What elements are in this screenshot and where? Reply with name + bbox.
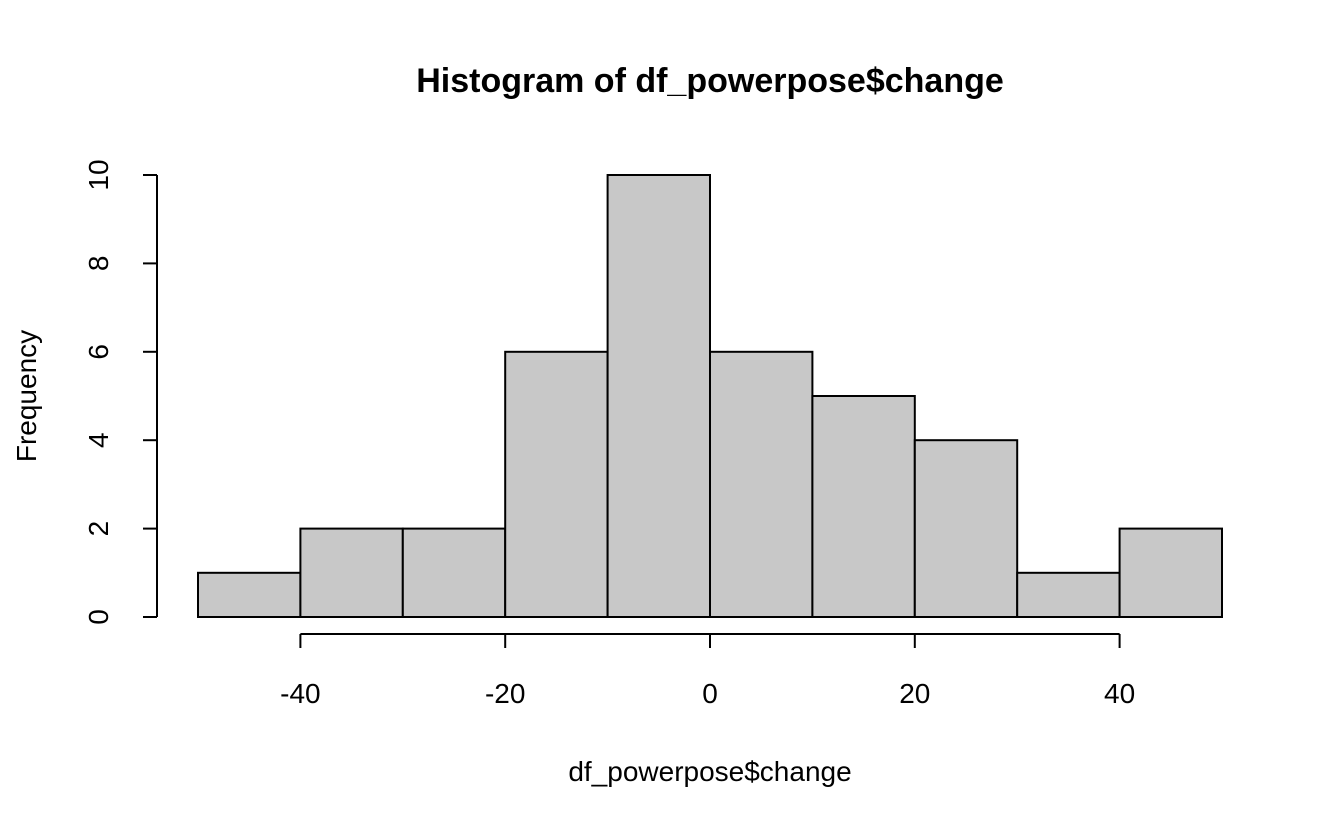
bars-group bbox=[197, 174, 1223, 619]
x-axis: -40 -20 0 20 40 bbox=[280, 633, 1135, 709]
x-tick-label: 0 bbox=[702, 678, 718, 709]
histogram-bar bbox=[299, 527, 404, 618]
x-axis-label: df_powerpose$change bbox=[568, 756, 851, 787]
x-tick-label: 40 bbox=[1104, 678, 1135, 709]
histogram-bar bbox=[1016, 571, 1121, 618]
x-tick-label: -40 bbox=[280, 678, 320, 709]
histogram-bar bbox=[197, 571, 302, 618]
y-axis: 0 2 4 6 8 10 bbox=[83, 159, 158, 625]
x-tick-label: 20 bbox=[899, 678, 930, 709]
histogram-bar bbox=[913, 439, 1019, 619]
chart-title: Histogram of df_powerpose$change bbox=[416, 62, 1004, 100]
histogram-bar bbox=[504, 350, 609, 618]
y-axis-label: Frequency bbox=[11, 330, 42, 462]
y-tick-label: 10 bbox=[83, 159, 114, 190]
x-tick-label: -20 bbox=[485, 678, 525, 709]
y-tick-label: 2 bbox=[83, 521, 114, 537]
histogram-bar bbox=[606, 174, 711, 618]
y-tick-label: 0 bbox=[83, 609, 114, 625]
histogram-bar bbox=[709, 350, 814, 618]
y-tick-label: 6 bbox=[83, 344, 114, 360]
y-tick-label: 4 bbox=[83, 432, 114, 448]
y-tick-label: 8 bbox=[83, 256, 114, 272]
histogram-bar bbox=[1118, 527, 1223, 618]
histogram-bar bbox=[811, 395, 916, 618]
histogram-bar bbox=[401, 527, 507, 618]
